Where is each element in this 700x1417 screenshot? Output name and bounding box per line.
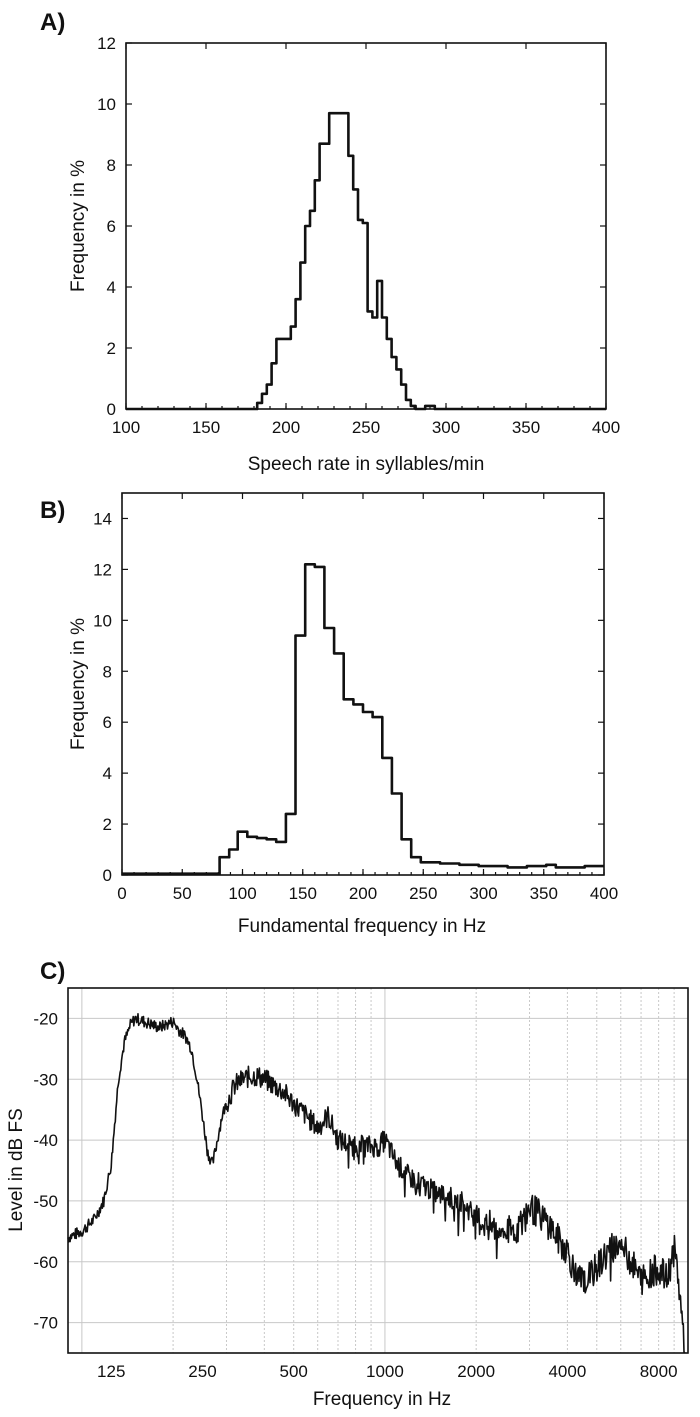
y-tick-label: -20 [33,1009,58,1028]
panel-a-plot-frame [125,42,607,410]
x-tick-label: 150 [192,418,220,437]
panel-b-ticks: 0 50 100 150 200 250 300 350 400 0 2 4 6 8 10 12 14 [93,493,618,903]
x-tick-label: 2000 [457,1362,495,1381]
y-tick-label: 10 [93,611,112,630]
x-tick-label: 8000 [640,1362,678,1381]
x-tick-label: 150 [289,884,317,903]
panel-b-y-axis-label: Frequency in % [68,618,89,750]
y-tick-label: 14 [93,509,112,528]
panel-b-x-axis-label: Fundamental frequency in Hz [238,916,486,937]
x-tick-label: 500 [280,1362,308,1381]
panel-a: A) 100 150 200 250 300 350 400 0 2 4 6 8 10 12 Speech… [40,9,620,475]
y-tick-label: 6 [107,217,116,236]
y-tick-label: 4 [107,278,116,297]
panel-a-label: A) [40,9,65,36]
x-tick-label: 400 [590,884,618,903]
y-tick-label: 0 [103,866,112,885]
x-tick-label: 400 [592,418,620,437]
x-tick-label: 350 [530,884,558,903]
x-tick-label: 100 [228,884,256,903]
x-tick-label: 250 [188,1362,216,1381]
y-tick-label: 8 [103,662,112,681]
y-tick-label: 12 [97,34,116,53]
y-tick-label: 12 [93,560,112,579]
x-tick-label: 250 [409,884,437,903]
y-tick-label: -40 [33,1131,58,1150]
x-tick-label: 100 [112,418,140,437]
x-tick-label: 300 [432,418,460,437]
panel-c-series-line [67,1013,686,1354]
x-tick-label: 250 [352,418,380,437]
panel-a-x-axis-label: Speech rate in syllables/min [248,454,485,475]
y-tick-label: -50 [33,1192,58,1211]
y-tick-label: 6 [103,713,112,732]
panel-c-y-axis-label: Level in dB FS [6,1108,27,1232]
y-tick-label: -30 [33,1070,58,1089]
y-tick-label: 4 [103,764,112,783]
panel-c-ticks: 125 250 500 1000 2000 4000 8000 -70 -60 -50 -40 -30… [33,1009,677,1381]
panel-a-ticks: 100 150 200 250 300 350 400 0 2 4 6 8 10 12 [97,34,620,437]
panel-b: B) 0 50 100 150 200 250 300 350 400 0 2 4 6 8 10 12 14 F… [40,492,618,937]
x-tick-label: 200 [272,418,300,437]
panel-a-y-axis-label: Frequency in % [68,160,89,292]
y-tick-label: 10 [97,95,116,114]
x-tick-label: 125 [97,1362,125,1381]
panel-c-grid [68,988,688,1353]
panel-c: C) 125 250 500 1000 2000 4000 8000 -70 -60 -50 -40… [6,958,689,1410]
panel-b-plot-frame [121,492,605,876]
y-tick-label: 2 [107,339,116,358]
y-tick-label: 8 [107,156,116,175]
panel-c-x-axis-label: Frequency in Hz [313,1389,451,1410]
panel-b-series-line [122,563,604,875]
x-tick-label: 200 [349,884,377,903]
x-tick-label: 350 [512,418,540,437]
panel-c-plot-frame [67,987,689,1354]
x-tick-label: 0 [117,884,126,903]
panel-a-series-line [126,111,606,411]
x-tick-label: 4000 [548,1362,586,1381]
y-tick-label: 2 [103,815,112,834]
y-tick-label: -60 [33,1253,58,1272]
x-tick-label: 1000 [366,1362,404,1381]
x-tick-label: 50 [173,884,192,903]
y-tick-label: 0 [107,400,116,419]
x-tick-label: 300 [469,884,497,903]
panel-b-label: B) [40,497,65,524]
y-tick-label: -70 [33,1314,58,1333]
panel-c-label: C) [40,958,65,985]
